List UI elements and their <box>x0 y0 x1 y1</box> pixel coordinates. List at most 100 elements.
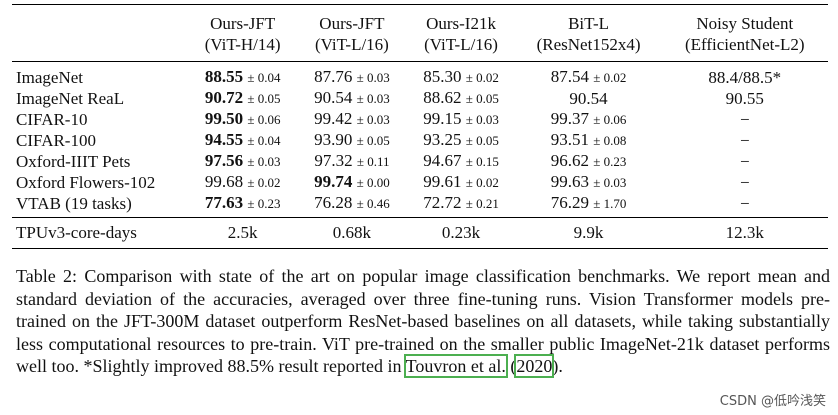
table-row: Oxford-IIIT Pets 97.56 ± 0.03 97.32 ± 0.11… <box>12 151 828 172</box>
accuracy-value: 99.15 <box>423 109 462 128</box>
accuracy-value: 87.54 <box>550 67 589 86</box>
dataset-label: Oxford-IIIT Pets <box>16 151 131 171</box>
citation-link-authors[interactable]: Touvron et al. <box>403 354 508 378</box>
std-deviation: ± 0.46 <box>356 196 390 211</box>
std-deviation: ± 0.21 <box>465 196 499 211</box>
std-deviation: ± 0.04 <box>247 133 281 148</box>
std-deviation: ± 0.15 <box>465 154 499 169</box>
accuracy-value: − <box>739 130 750 150</box>
accuracy-cell: 93.51 ± 0.08 <box>516 130 662 151</box>
accuracy-cell: 76.29 ± 1.70 <box>516 193 662 218</box>
accuracy-value: 99.61 <box>423 172 462 191</box>
accuracy-cell: 99.61 ± 0.02 <box>406 172 515 193</box>
accuracy-value: 97.32 <box>314 151 353 170</box>
accuracy-cell: 85.30 ± 0.02 <box>406 62 515 89</box>
accuracy-value: − <box>739 193 750 213</box>
accuracy-cell: 76.28 ± 0.46 <box>297 193 406 218</box>
std-deviation: ± 1.70 <box>593 196 627 211</box>
accuracy-value: 99.37 <box>550 109 589 128</box>
accuracy-value: 93.51 <box>550 130 589 149</box>
std-deviation: ± 0.02 <box>465 175 499 190</box>
accuracy-cell: 90.54 ± 0.03 <box>297 88 406 109</box>
table-row: CIFAR-100 94.55 ± 0.04 93.90 ± 0.05 93.25 ±… <box>12 130 828 151</box>
caption-end: ). <box>552 356 563 376</box>
std-deviation: ± 0.00 <box>356 175 390 190</box>
std-deviation: ± 0.05 <box>356 133 390 148</box>
accuracy-value: 88.4/88.5* <box>708 67 782 87</box>
table-row: ImageNet ReaL 90.72 ± 0.05 90.54 ± 0.03 88.… <box>12 88 828 109</box>
accuracy-value: 99.68 <box>204 172 244 191</box>
dataset-label: Oxford Flowers-102 <box>16 172 156 192</box>
accuracy-cell: 77.63 ± 0.23 <box>188 193 297 218</box>
accuracy-cell: − <box>662 130 828 151</box>
accuracy-value: 77.63 <box>204 193 244 212</box>
accuracy-cell: 99.63 ± 0.03 <box>516 172 662 193</box>
accuracy-value: 96.62 <box>550 151 589 170</box>
std-deviation: ± 0.05 <box>247 91 281 106</box>
table-row: VTAB (19 tasks) 77.63 ± 0.23 76.28 ± 0.46 7… <box>12 193 828 218</box>
header-empty-cell <box>12 5 188 62</box>
accuracy-cell: − <box>662 172 828 193</box>
accuracy-cell: 99.68 ± 0.02 <box>188 172 297 193</box>
table-footer-row: TPUv3-core-days 2.5k 0.68k 0.23k 9.9k 12.3k <box>12 217 828 249</box>
accuracy-cell: 99.74 ± 0.00 <box>297 172 406 193</box>
column-header-model: Ours-JFT <box>210 14 276 33</box>
accuracy-cell: 90.54 <box>516 88 662 109</box>
column-header-model: Noisy Student <box>696 14 794 33</box>
column-header: Ours-JFT (ViT-L/16) <box>297 5 406 62</box>
accuracy-cell: 99.50 ± 0.06 <box>188 109 297 130</box>
accuracy-cell: 93.25 ± 0.05 <box>406 130 515 151</box>
accuracy-cell: 99.42 ± 0.03 <box>297 109 406 130</box>
std-deviation: ± 0.02 <box>465 70 499 85</box>
compute-cell: 12.3k <box>725 222 764 242</box>
accuracy-value: 94.55 <box>204 130 244 149</box>
accuracy-cell: 94.67 ± 0.15 <box>406 151 515 172</box>
dataset-label: ImageNet ReaL <box>16 88 125 108</box>
compute-cell: 2.5k <box>227 222 258 242</box>
accuracy-cell: 90.55 <box>662 88 828 109</box>
accuracy-cell: 90.72 ± 0.05 <box>188 88 297 109</box>
accuracy-value: 87.76 <box>314 67 353 86</box>
accuracy-value: 88.55 <box>204 67 244 86</box>
accuracy-cell: 93.90 ± 0.05 <box>297 130 406 151</box>
accuracy-value: 99.42 <box>314 109 353 128</box>
std-deviation: ± 0.03 <box>465 112 499 127</box>
std-deviation: ± 0.02 <box>247 175 281 190</box>
accuracy-cell: 99.37 ± 0.06 <box>516 109 662 130</box>
accuracy-value: 99.74 <box>314 172 353 191</box>
std-deviation: ± 0.03 <box>247 154 281 169</box>
std-deviation: ± 0.05 <box>465 91 499 106</box>
dataset-label: CIFAR-10 <box>16 109 88 129</box>
results-table-container: Ours-JFT (ViT-H/14) Ours-JFT (ViT-L/16) Ours… <box>12 4 828 249</box>
column-header-architecture: (ViT-L/16) <box>424 35 498 54</box>
accuracy-cell: 97.32 ± 0.11 <box>297 151 406 172</box>
dataset-label: VTAB (19 tasks) <box>16 193 132 213</box>
table-header-row: Ours-JFT (ViT-H/14) Ours-JFT (ViT-L/16) Ours… <box>12 4 828 62</box>
table-row: CIFAR-10 99.50 ± 0.06 99.42 ± 0.03 99.15 ± … <box>12 109 828 130</box>
compute-cell: 0.23k <box>441 222 481 242</box>
accuracy-value: 93.25 <box>423 130 462 149</box>
table-caption: Table 2: Comparison with state of the ar… <box>16 265 830 378</box>
citation-link-year[interactable]: 2020 <box>514 354 555 378</box>
footer-label: TPUv3-core-days <box>16 222 137 242</box>
accuracy-cell: 88.62 ± 0.05 <box>406 88 515 109</box>
column-header-architecture: (ViT-H/14) <box>204 35 281 54</box>
std-deviation: ± 0.05 <box>465 133 499 148</box>
table-body: ImageNet 88.55 ± 0.04 87.76 ± 0.03 85.30 ± … <box>12 62 828 218</box>
accuracy-cell: 88.55 ± 0.04 <box>188 62 297 89</box>
compute-cell: 0.68k <box>332 222 372 242</box>
accuracy-value: 85.30 <box>423 67 462 86</box>
dataset-label: ImageNet <box>16 67 84 87</box>
column-header-architecture: (ViT-L/16) <box>314 35 389 54</box>
results-table: Ours-JFT (ViT-H/14) Ours-JFT (ViT-L/16) Ours… <box>12 4 828 249</box>
std-deviation: ± 0.06 <box>593 112 627 127</box>
accuracy-value: 90.54 <box>569 88 608 108</box>
accuracy-cell: 87.76 ± 0.03 <box>297 62 406 89</box>
accuracy-value: 93.90 <box>314 130 353 149</box>
column-header-architecture: (ResNet152x4) <box>536 35 641 54</box>
std-deviation: ± 0.11 <box>356 154 390 169</box>
std-deviation: ± 0.03 <box>593 175 627 190</box>
table-row: Oxford Flowers-102 99.68 ± 0.02 99.74 ± 0.… <box>12 172 828 193</box>
accuracy-value: 90.55 <box>725 88 764 108</box>
accuracy-value: 90.72 <box>204 88 244 107</box>
